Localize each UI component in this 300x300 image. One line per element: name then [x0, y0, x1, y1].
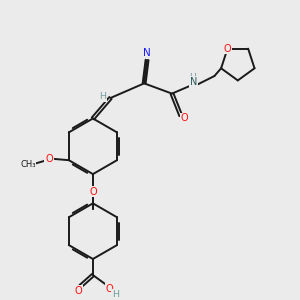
Text: O: O — [89, 187, 97, 197]
Text: N: N — [143, 48, 151, 58]
Text: O: O — [224, 44, 231, 54]
Text: H: H — [112, 290, 119, 298]
Text: O: O — [74, 286, 82, 296]
Text: H: H — [99, 92, 106, 101]
Text: O: O — [105, 284, 113, 294]
Text: H: H — [189, 73, 196, 82]
Text: CH₃: CH₃ — [20, 160, 36, 169]
Text: O: O — [45, 154, 53, 164]
Text: N: N — [190, 77, 198, 87]
Text: O: O — [180, 113, 188, 124]
